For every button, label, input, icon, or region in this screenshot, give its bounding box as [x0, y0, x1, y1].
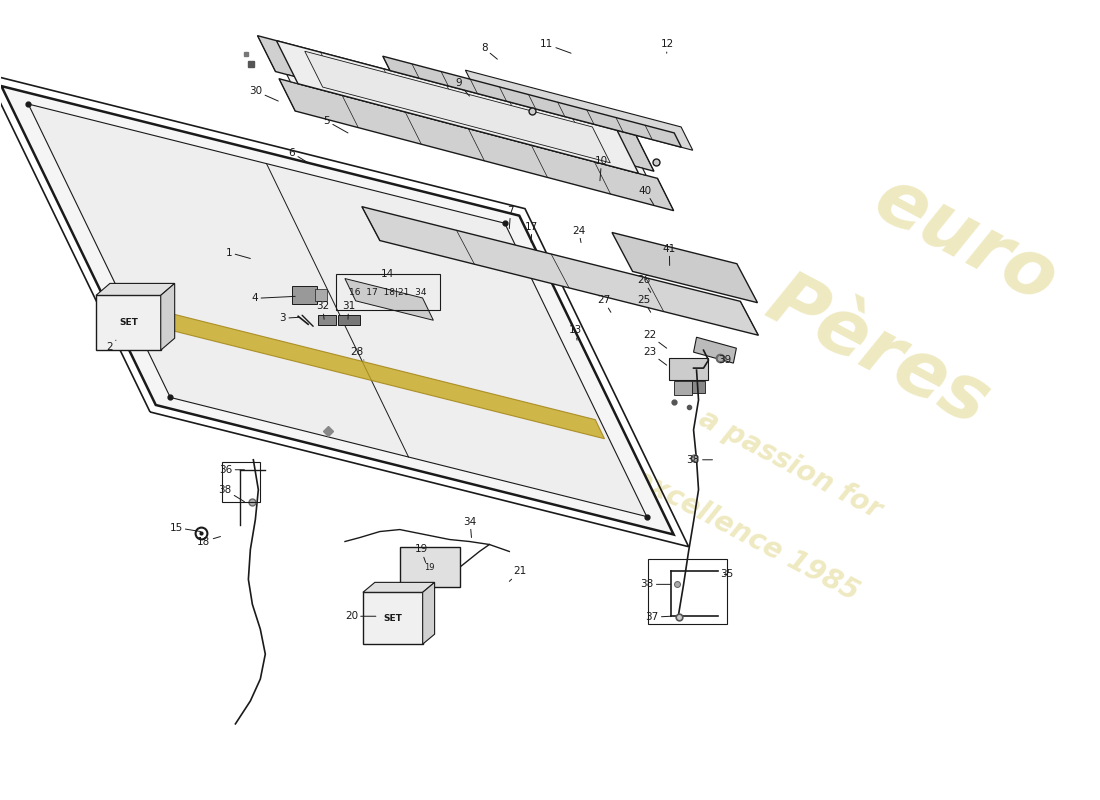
- Polygon shape: [230, 274, 437, 343]
- Text: 14: 14: [382, 270, 395, 279]
- Bar: [673, 381, 692, 395]
- Text: euro: euro: [861, 162, 1069, 319]
- Bar: [338, 315, 360, 326]
- Bar: [318, 315, 336, 326]
- Polygon shape: [345, 278, 433, 320]
- Polygon shape: [161, 283, 175, 350]
- Text: 36: 36: [219, 465, 244, 474]
- Text: 38: 38: [640, 579, 671, 590]
- Text: 15: 15: [169, 522, 200, 533]
- Bar: [315, 290, 327, 302]
- Text: a passion for: a passion for: [694, 404, 887, 524]
- Polygon shape: [257, 36, 653, 171]
- Text: 6: 6: [288, 148, 308, 163]
- Text: 7: 7: [507, 206, 514, 229]
- Polygon shape: [1, 86, 673, 534]
- Text: SET: SET: [119, 318, 138, 327]
- Text: 2: 2: [107, 340, 116, 352]
- Text: 3: 3: [279, 314, 299, 323]
- Text: 31: 31: [342, 302, 355, 319]
- Polygon shape: [422, 582, 435, 644]
- Text: 38: 38: [218, 485, 244, 502]
- Text: 30: 30: [250, 86, 278, 101]
- Text: 22: 22: [642, 330, 667, 348]
- Polygon shape: [287, 74, 646, 175]
- Polygon shape: [96, 283, 175, 295]
- Text: 4: 4: [252, 294, 295, 303]
- Bar: [669, 358, 708, 380]
- Text: 25: 25: [637, 295, 651, 312]
- Text: 19: 19: [425, 563, 435, 572]
- Text: 27: 27: [597, 295, 611, 312]
- Text: 39: 39: [718, 355, 732, 365]
- Text: 24: 24: [572, 226, 585, 242]
- Text: SET: SET: [383, 614, 403, 622]
- Polygon shape: [383, 56, 681, 147]
- Text: 10: 10: [595, 156, 608, 181]
- Text: Pères: Pères: [755, 263, 1001, 442]
- Polygon shape: [276, 41, 639, 174]
- Polygon shape: [305, 51, 610, 163]
- Text: 37: 37: [646, 612, 671, 622]
- Text: 41: 41: [662, 243, 675, 266]
- Text: 34: 34: [463, 517, 476, 538]
- Polygon shape: [612, 233, 758, 302]
- Text: 20: 20: [344, 611, 376, 622]
- Text: 28: 28: [350, 347, 364, 360]
- Bar: [399, 547, 460, 587]
- Bar: [222, 462, 261, 502]
- Text: 40: 40: [639, 186, 653, 205]
- Polygon shape: [167, 254, 579, 385]
- Text: 35: 35: [720, 570, 734, 579]
- Polygon shape: [362, 206, 758, 335]
- Bar: [648, 559, 727, 624]
- Text: 26: 26: [637, 275, 651, 292]
- Polygon shape: [465, 70, 693, 150]
- Polygon shape: [279, 78, 673, 210]
- Text: 21: 21: [509, 566, 527, 582]
- Polygon shape: [129, 303, 605, 438]
- Polygon shape: [363, 592, 422, 644]
- Text: 32: 32: [316, 302, 329, 319]
- Text: 11: 11: [540, 39, 571, 54]
- Text: 23: 23: [642, 347, 667, 365]
- Polygon shape: [363, 582, 434, 592]
- Text: 18: 18: [197, 537, 220, 546]
- Polygon shape: [694, 338, 736, 363]
- Text: 9: 9: [455, 78, 470, 96]
- Text: 38: 38: [686, 454, 713, 465]
- Text: 8: 8: [481, 43, 497, 59]
- Text: 19: 19: [415, 545, 428, 562]
- Text: 16  17  18|21  34: 16 17 18|21 34: [349, 288, 427, 297]
- Text: 13: 13: [569, 326, 582, 340]
- Polygon shape: [96, 295, 161, 350]
- Bar: [293, 286, 317, 304]
- Text: excellence 1985: excellence 1985: [628, 464, 865, 607]
- Text: 5: 5: [323, 116, 348, 133]
- Text: 12: 12: [661, 39, 674, 54]
- Bar: [692, 381, 704, 393]
- Polygon shape: [29, 104, 647, 517]
- Text: 1: 1: [226, 247, 251, 258]
- Text: 17: 17: [525, 222, 539, 242]
